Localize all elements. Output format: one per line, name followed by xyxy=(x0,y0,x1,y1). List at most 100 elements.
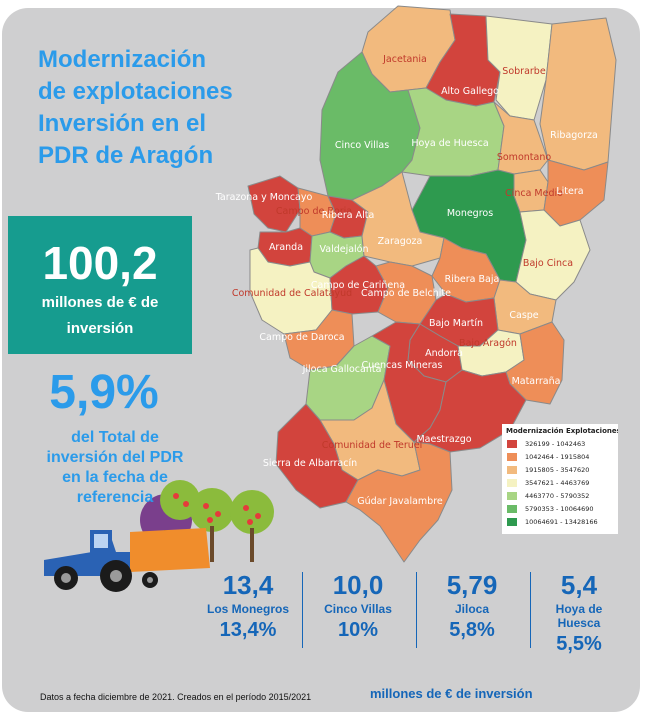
label-daroca: Campo de Daroca xyxy=(259,332,344,343)
share-value: 5,9% xyxy=(49,366,159,419)
label-ribagorza: Ribagorza xyxy=(550,130,598,141)
label-bajo-aragon: Bajo Aragón xyxy=(459,338,517,349)
label-jiloca: Jiloca Gallocanta xyxy=(302,364,382,375)
label-gudar: Gúdar Javalambre xyxy=(357,496,443,507)
legend-item: 1042464 - 1915804 xyxy=(502,450,618,463)
map-legend: Modernización Explotaciones 326199 - 104… xyxy=(502,424,618,534)
legend-label: 10064691 - 13428166 xyxy=(525,517,598,526)
legend-item: 3547621 - 4463769 xyxy=(502,476,618,489)
title-line: Inversión en el xyxy=(38,110,207,137)
headline-caption-line: inversión xyxy=(66,320,134,337)
share-caption-line: referencia xyxy=(76,489,154,506)
legend-swatch xyxy=(507,439,517,448)
stat-percent: 10% xyxy=(337,619,379,641)
share-caption-line: en la fecha de xyxy=(62,469,168,486)
label-monegros: Monegros xyxy=(447,208,493,219)
stat-name: Cinco Villas xyxy=(324,602,392,616)
title-line: PDR de Aragón xyxy=(38,142,214,169)
label-tarazona: Tarazona y Moncayo xyxy=(215,192,313,203)
label-alto-gallego: Alto Gallego xyxy=(441,86,499,97)
label-sobrarbe: Sobrarbe xyxy=(502,66,546,77)
legend-label: 5790353 - 10064690 xyxy=(525,504,594,513)
stat-value: 5,4 xyxy=(560,570,598,600)
title-line: de explotaciones xyxy=(38,78,233,105)
label-bajo-cinca: Bajo Cinca xyxy=(523,258,573,269)
label-cuencas: Cuencas Mineras xyxy=(362,360,443,371)
label-campo-borja: Campo de Borja xyxy=(276,206,352,217)
region-maestrazgo xyxy=(413,369,527,453)
share-caption-line: inversión del PDR xyxy=(46,449,184,466)
label-caspe: Caspe xyxy=(509,310,538,321)
legend-label: 1915805 - 3547620 xyxy=(525,465,590,474)
legend-swatch xyxy=(507,504,517,513)
headline-value: 100,2 xyxy=(42,237,158,289)
label-valdejalon: Valdejalón xyxy=(319,244,368,255)
units-caption: millones de € de inversión xyxy=(370,686,533,701)
legend-swatch xyxy=(507,478,517,487)
stat-hoya-huesca: 5,4 Hoya de Huesca 5,5% xyxy=(534,570,624,660)
label-ribera-baja: Ribera Baja xyxy=(445,274,500,285)
stat-cinco-villas: 10,0 Cinco Villas 10% xyxy=(306,570,410,660)
stat-name: Jiloca xyxy=(454,602,490,616)
label-andorra: Andorra xyxy=(425,348,463,359)
label-albarracin: Sierra de Albarracín xyxy=(263,458,357,469)
label-carinena: Campo de Cariñena xyxy=(311,280,405,291)
label-litera: Litera xyxy=(556,186,583,197)
label-cinca-medio: Cinca Medio xyxy=(505,188,563,199)
stat-percent: 5,5% xyxy=(556,633,602,655)
legend-item: 5790353 - 10064690 xyxy=(502,502,618,515)
label-aranda: Aranda xyxy=(269,242,303,253)
legend-item: 4463770 - 5790352 xyxy=(502,489,618,502)
region-tarazona xyxy=(247,175,301,233)
region-bajo-cinca xyxy=(515,209,591,301)
legend-swatch xyxy=(507,452,517,461)
legend-label: 326199 - 1042463 xyxy=(525,439,586,448)
label-calatayud: Comunidad de Calatayud xyxy=(232,288,352,299)
stat-percent: 5,8% xyxy=(449,619,495,641)
region-matarrana xyxy=(505,321,565,405)
legend-swatch xyxy=(507,491,517,500)
share-caption-line: del Total de xyxy=(71,429,159,446)
legend-label: 1042464 - 1915804 xyxy=(525,452,590,461)
stat-divider xyxy=(416,572,417,648)
label-matarrana: Matarraña xyxy=(512,376,561,387)
label-somontano: Somontano xyxy=(497,152,551,163)
legend-swatch xyxy=(507,465,517,474)
legend-item: 1915805 - 3547620 xyxy=(502,463,618,476)
headline-caption-line: millones de € de xyxy=(41,294,159,311)
region-gudar xyxy=(345,441,453,563)
stat-name: Hoya de Huesca xyxy=(555,602,603,630)
stat-jiloca: 5,79 Jiloca 5,8% xyxy=(420,570,524,660)
legend-label: 3547621 - 4463769 xyxy=(525,478,590,487)
label-cinco-villas: Cinco Villas xyxy=(335,140,389,151)
legend-label: 4463770 - 5790352 xyxy=(525,491,590,500)
label-hoya-huesca: Hoya de Huesca xyxy=(411,138,488,149)
label-maestrazgo: Maestrazgo xyxy=(416,434,471,445)
label-zaragoza: Zaragoza xyxy=(378,236,423,247)
region-ribagorza xyxy=(539,17,617,171)
stat-name: Los Monegros xyxy=(206,602,289,616)
stat-percent: 13,4% xyxy=(219,619,277,641)
label-teruel: Comunidad de Teruel xyxy=(322,440,423,451)
label-bajo-martin: Bajo Martín xyxy=(429,318,483,329)
stat-monegros: 13,4 Los Monegros 13,4% xyxy=(196,570,300,660)
tractor-illustration xyxy=(44,480,274,592)
legend-item: 10064691 - 13428166 xyxy=(502,515,618,528)
stat-divider xyxy=(530,572,531,648)
stat-value: 10,0 xyxy=(332,570,384,600)
label-jacetania: Jacetania xyxy=(382,54,427,65)
label-belchite: Campo de Belchite xyxy=(361,288,451,299)
legend-item: 326199 - 1042463 xyxy=(502,437,618,450)
legend-swatch xyxy=(507,517,517,526)
title-line: Modernización xyxy=(38,46,207,73)
share-caption: del Total de inversión del PDR en la fec… xyxy=(20,428,210,508)
headline-box: 100,2 millones de € de inversión xyxy=(8,216,192,354)
page-title: Modernización de explotaciones Inversión… xyxy=(38,44,298,172)
legend-title: Modernización Explotaciones xyxy=(506,427,618,435)
stat-divider xyxy=(302,572,303,648)
stat-value: 13,4 xyxy=(222,570,274,600)
footnote: Datos a fecha diciembre de 2021. Creados… xyxy=(40,692,312,702)
stat-value: 5,79 xyxy=(446,570,498,600)
label-ribera-alta: Ribera Alta xyxy=(322,210,375,221)
